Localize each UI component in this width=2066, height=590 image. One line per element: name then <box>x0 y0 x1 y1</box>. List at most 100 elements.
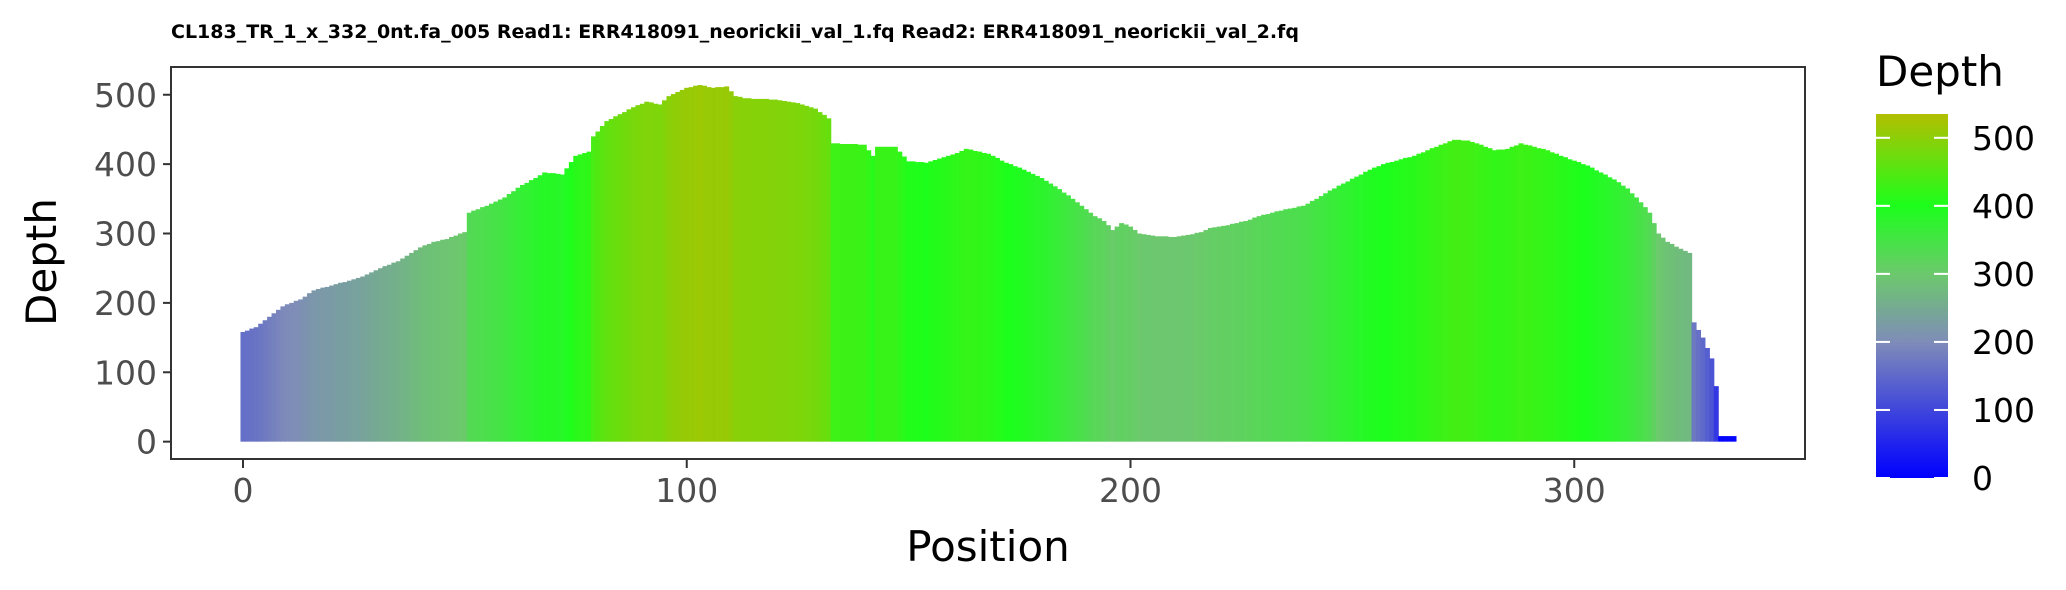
depth-bar <box>488 203 495 442</box>
depth-bar <box>1403 157 1409 442</box>
depth-bar <box>1380 164 1386 442</box>
depth-bar <box>1429 148 1435 442</box>
depth-bar <box>994 157 1000 442</box>
depth-bar <box>1256 216 1262 442</box>
depth-bar <box>1061 192 1067 442</box>
depth-bar <box>1154 236 1160 442</box>
depth-bar <box>1673 246 1679 442</box>
depth-bar <box>799 104 805 442</box>
depth-bar <box>808 107 814 442</box>
depth-bar <box>1034 175 1040 442</box>
depth-bar <box>1070 198 1076 442</box>
depth-bar <box>1145 234 1151 442</box>
depth-bar <box>1030 173 1036 442</box>
depth-bar <box>404 255 410 442</box>
depth-bar <box>311 290 317 442</box>
depth-bar <box>1536 148 1542 442</box>
depth-bar <box>1398 159 1404 442</box>
depth-bar <box>697 85 703 442</box>
legend-break-label: 300 <box>1972 255 2035 294</box>
depth-bar <box>928 161 934 442</box>
depth-bar <box>759 98 765 442</box>
depth-bar <box>586 151 592 442</box>
depth-bar <box>1700 337 1706 442</box>
depth-bar <box>1616 182 1622 442</box>
depth-bar <box>1212 227 1218 442</box>
depth-bar <box>892 146 898 442</box>
depth-bar <box>977 151 983 442</box>
depth-bar <box>564 168 570 442</box>
depth-bar <box>1150 235 1156 442</box>
depth-bar <box>1309 200 1315 442</box>
x-tick-label: 100 <box>655 471 718 510</box>
depth-bar <box>1651 223 1657 442</box>
depth-bar <box>1025 171 1031 442</box>
depth-bar <box>790 102 796 442</box>
depth-bar <box>1301 205 1307 442</box>
depth-bar <box>866 150 872 442</box>
depth-bar <box>679 89 685 442</box>
depth-bar <box>737 96 743 442</box>
depth-bar <box>1141 234 1147 442</box>
depth-bar <box>852 144 858 442</box>
depth-bar <box>1385 162 1391 442</box>
depth-bar <box>1167 236 1173 442</box>
depth-bar <box>1487 148 1493 442</box>
depth-bar <box>919 162 925 442</box>
depth-bar <box>1287 208 1293 442</box>
depth-bar <box>613 116 619 442</box>
depth-bar <box>1230 223 1236 442</box>
depth-bar <box>258 323 264 442</box>
depth-bar <box>604 121 610 442</box>
chart-title: CL183_TR_1_x_332_0nt.fa_005 Read1: ERR41… <box>171 21 1299 43</box>
depth-bar <box>1083 209 1089 442</box>
plot-panel-border <box>170 66 1806 460</box>
depth-bar <box>608 119 614 442</box>
depth-bar <box>1434 146 1440 442</box>
depth-bar <box>1713 386 1719 442</box>
x-tick-label: 200 <box>1099 471 1162 510</box>
depth-bar <box>293 300 299 442</box>
depth-bar <box>1123 224 1129 442</box>
depth-bar <box>639 103 645 442</box>
depth-bar <box>1642 207 1648 442</box>
depth-bar <box>342 282 348 442</box>
depth-bar <box>1549 152 1555 442</box>
depth-bar <box>1687 252 1693 442</box>
depth-bar <box>1181 235 1187 442</box>
depth-bar <box>426 243 432 442</box>
depth-bar <box>950 154 956 442</box>
depth-bar <box>386 264 392 442</box>
depth-bar <box>644 101 650 442</box>
depth-bar <box>1185 234 1191 442</box>
depth-bar <box>835 143 841 442</box>
depth-bar <box>346 280 353 442</box>
legend-colorbar <box>1876 114 1948 478</box>
depth-bar <box>648 102 654 442</box>
depth-bar <box>746 98 752 442</box>
depth-bar <box>524 182 530 442</box>
depth-bar <box>369 272 375 442</box>
depth-bar <box>1323 193 1329 442</box>
depth-bar <box>1088 212 1094 442</box>
depth-bar <box>1420 152 1426 442</box>
depth-bar <box>280 306 286 442</box>
depth-bar <box>1207 227 1213 442</box>
depth-bar <box>1629 193 1635 442</box>
depth-bar <box>1469 141 1475 442</box>
depth-bar <box>417 247 424 442</box>
depth-bar <box>768 99 774 442</box>
depth-bar <box>559 174 566 442</box>
depth-bar <box>262 320 268 442</box>
depth-bar <box>1269 212 1276 442</box>
depth-bar <box>901 156 907 442</box>
depth-bar <box>484 205 490 442</box>
depth-bar <box>932 159 938 442</box>
depth-bar <box>1571 160 1577 442</box>
depth-bar <box>528 180 534 442</box>
depth-bar <box>1203 230 1209 442</box>
depth-bar <box>400 258 406 442</box>
depth-bar <box>271 313 277 442</box>
depth-bar <box>870 155 876 442</box>
depth-bar <box>1478 144 1484 442</box>
